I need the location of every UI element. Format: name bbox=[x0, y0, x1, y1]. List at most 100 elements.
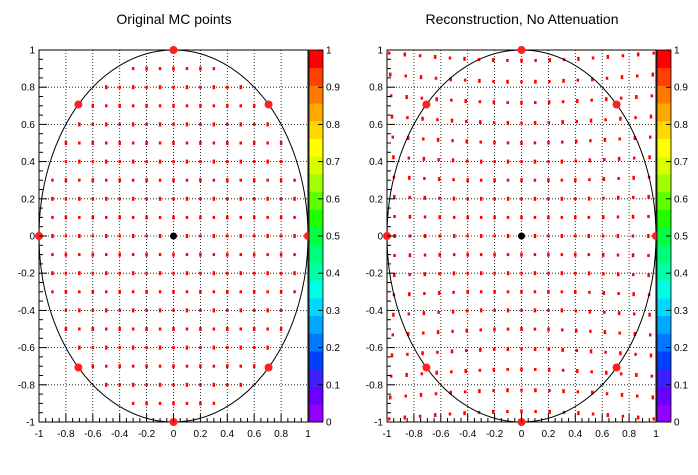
colorbar-segment bbox=[309, 85, 323, 104]
data-cell bbox=[199, 271, 202, 275]
data-cell bbox=[131, 308, 135, 313]
data-cell bbox=[548, 79, 551, 83]
data-cell bbox=[199, 197, 202, 201]
data-cell bbox=[590, 370, 593, 374]
data-cell bbox=[212, 215, 216, 219]
data-cell bbox=[560, 271, 564, 276]
data-cell bbox=[547, 308, 550, 312]
data-cell bbox=[419, 392, 423, 397]
data-cell bbox=[616, 215, 620, 219]
data-cell bbox=[393, 214, 396, 218]
data-cell bbox=[506, 253, 510, 257]
data-cell bbox=[436, 330, 440, 335]
data-cell bbox=[631, 214, 635, 219]
data-cell bbox=[226, 252, 229, 257]
data-cell bbox=[145, 252, 148, 257]
data-cell bbox=[279, 234, 283, 238]
data-cell bbox=[105, 122, 108, 127]
data-cell bbox=[561, 100, 565, 104]
data-cell bbox=[252, 160, 256, 164]
y-tick-label: 1 bbox=[29, 46, 35, 57]
data-cell bbox=[199, 122, 202, 126]
y-tick-label: 0.8 bbox=[21, 83, 35, 94]
data-cell bbox=[279, 271, 283, 275]
data-cell bbox=[548, 389, 551, 393]
data-cell bbox=[158, 104, 162, 108]
data-cell bbox=[145, 289, 148, 294]
y-tick-label: -0.8 bbox=[366, 380, 384, 391]
data-cell bbox=[506, 215, 510, 219]
data-cell bbox=[533, 178, 537, 182]
data-cell bbox=[418, 414, 422, 418]
data-cell bbox=[547, 252, 550, 257]
data-cell bbox=[506, 120, 510, 125]
data-cell bbox=[266, 308, 269, 313]
chart-title: Reconstruction, No Attenuation bbox=[425, 11, 618, 27]
data-cell bbox=[560, 234, 564, 238]
data-cell bbox=[266, 122, 269, 127]
data-cell bbox=[145, 66, 148, 71]
data-cell bbox=[479, 290, 483, 294]
colorbar-segment bbox=[657, 50, 671, 69]
data-cell bbox=[199, 85, 202, 89]
data-cell bbox=[466, 234, 469, 238]
data-cell bbox=[158, 67, 162, 71]
data-cell bbox=[91, 215, 95, 220]
data-cell bbox=[560, 215, 564, 219]
data-cell bbox=[577, 56, 580, 61]
data-cell bbox=[601, 234, 605, 238]
data-cell bbox=[423, 253, 427, 257]
data-cell bbox=[131, 401, 135, 405]
data-cell bbox=[466, 252, 469, 257]
data-cell bbox=[389, 374, 393, 378]
data-cell bbox=[466, 309, 469, 313]
y-tick-label: 0.6 bbox=[21, 120, 35, 131]
data-cell bbox=[408, 195, 411, 199]
data-cell bbox=[239, 364, 242, 368]
data-cell bbox=[647, 194, 650, 199]
y-tick-label: 0.6 bbox=[369, 120, 383, 131]
data-cell bbox=[131, 67, 135, 71]
data-cell bbox=[575, 349, 578, 353]
data-cell bbox=[506, 308, 510, 313]
data-cell bbox=[463, 56, 466, 61]
data-cell bbox=[408, 292, 411, 297]
data-cell bbox=[478, 78, 481, 83]
data-cell bbox=[574, 139, 578, 144]
data-cell bbox=[118, 234, 121, 238]
data-cell bbox=[520, 100, 523, 105]
data-cell bbox=[279, 215, 283, 220]
data-cell bbox=[185, 345, 189, 350]
data-cell bbox=[185, 104, 189, 108]
colorbar-tick-label: 0.6 bbox=[326, 194, 340, 205]
data-cell bbox=[266, 253, 269, 257]
data-cell bbox=[226, 308, 229, 312]
data-cell bbox=[616, 272, 620, 277]
y-tick-label: 0.8 bbox=[369, 83, 383, 94]
data-cell bbox=[118, 383, 121, 387]
data-cell bbox=[158, 364, 162, 368]
data-cell bbox=[452, 196, 456, 201]
data-cell bbox=[266, 290, 269, 294]
data-cell bbox=[561, 140, 564, 144]
data-cell bbox=[118, 122, 121, 126]
data-cell bbox=[589, 349, 593, 354]
data-cell bbox=[574, 215, 577, 220]
y-tick-label: -1 bbox=[374, 418, 383, 429]
data-cell bbox=[212, 234, 216, 238]
colorbar-tick-label: 1 bbox=[674, 46, 680, 57]
data-cell bbox=[199, 401, 202, 406]
data-cell bbox=[479, 308, 483, 313]
data-cell bbox=[631, 234, 635, 238]
data-cell bbox=[91, 197, 95, 201]
data-cell bbox=[606, 54, 610, 59]
data-cell bbox=[51, 234, 54, 238]
data-cell bbox=[185, 327, 189, 331]
colorbar-segment bbox=[309, 280, 323, 299]
data-cell bbox=[465, 328, 469, 333]
data-cell bbox=[605, 76, 609, 80]
colorbar-segment bbox=[657, 209, 671, 228]
colorbar-segment bbox=[657, 368, 671, 387]
data-cell bbox=[588, 309, 592, 314]
data-cell bbox=[562, 78, 565, 83]
